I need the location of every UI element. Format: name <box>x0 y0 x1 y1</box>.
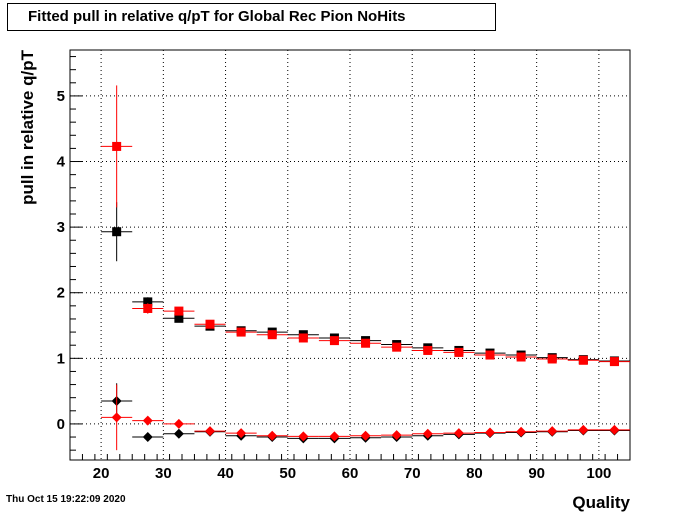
data-point <box>174 306 184 316</box>
x-tick-label: 90 <box>528 465 545 482</box>
x-tick-label: 80 <box>466 465 483 482</box>
data-point <box>205 426 215 437</box>
data-point <box>360 430 371 441</box>
data-point <box>578 424 589 435</box>
data-point <box>236 327 246 337</box>
data-point <box>609 424 620 435</box>
timestamp: Thu Oct 15 19:22:09 2020 <box>6 494 126 505</box>
data-point <box>267 430 278 441</box>
data-point <box>111 412 122 423</box>
y-tick-label: 3 <box>57 219 65 236</box>
y-tick-label: 5 <box>57 88 65 105</box>
x-tick-label: 40 <box>217 465 234 482</box>
data-point <box>174 313 184 323</box>
data-point <box>142 432 153 443</box>
series-2 <box>101 85 630 367</box>
series-4 <box>101 384 630 451</box>
y-tick-label: 2 <box>57 285 65 302</box>
data-point <box>236 428 247 439</box>
chart-title-box: Fitted pull in relative q/pT for Global … <box>7 3 496 31</box>
data-point <box>329 431 340 442</box>
data-point <box>143 297 153 307</box>
data-point <box>485 350 495 360</box>
data-point <box>329 336 339 346</box>
data-point <box>205 319 215 329</box>
chart-title: Fitted pull in relative q/pT for Global … <box>28 8 406 25</box>
data-point <box>422 428 433 439</box>
data-point <box>516 426 527 437</box>
y-axis-label: pull in relative q/pT <box>18 49 37 205</box>
data-point <box>453 428 464 439</box>
y-tick-label: 1 <box>57 350 65 367</box>
data-point <box>516 352 526 362</box>
x-tick-label: 30 <box>155 465 172 482</box>
data-point <box>454 347 464 357</box>
data-point <box>485 427 495 438</box>
x-axis-label: Quality <box>572 493 630 512</box>
data-point <box>173 428 184 439</box>
data-point <box>547 354 557 364</box>
x-tick-label: 20 <box>93 465 110 482</box>
data-point <box>267 330 277 340</box>
data-point <box>361 338 371 348</box>
data-point <box>112 227 122 237</box>
data-point <box>547 426 558 437</box>
data-point <box>392 342 402 352</box>
x-tick-label: 100 <box>586 465 611 482</box>
y-tick-label: 0 <box>57 416 65 433</box>
x-tick-label: 70 <box>404 465 421 482</box>
y-tick-label: 4 <box>57 154 66 171</box>
data-point <box>173 418 184 429</box>
data-point <box>112 141 122 151</box>
data-point <box>578 355 588 365</box>
data-point <box>391 430 402 441</box>
data-point <box>298 333 308 343</box>
data-point <box>609 357 619 367</box>
data-point <box>423 345 433 355</box>
data-point <box>142 415 153 426</box>
data-point <box>143 303 153 313</box>
x-tick-label: 60 <box>342 465 359 482</box>
x-tick-label: 50 <box>279 465 296 482</box>
data-point <box>298 431 309 442</box>
